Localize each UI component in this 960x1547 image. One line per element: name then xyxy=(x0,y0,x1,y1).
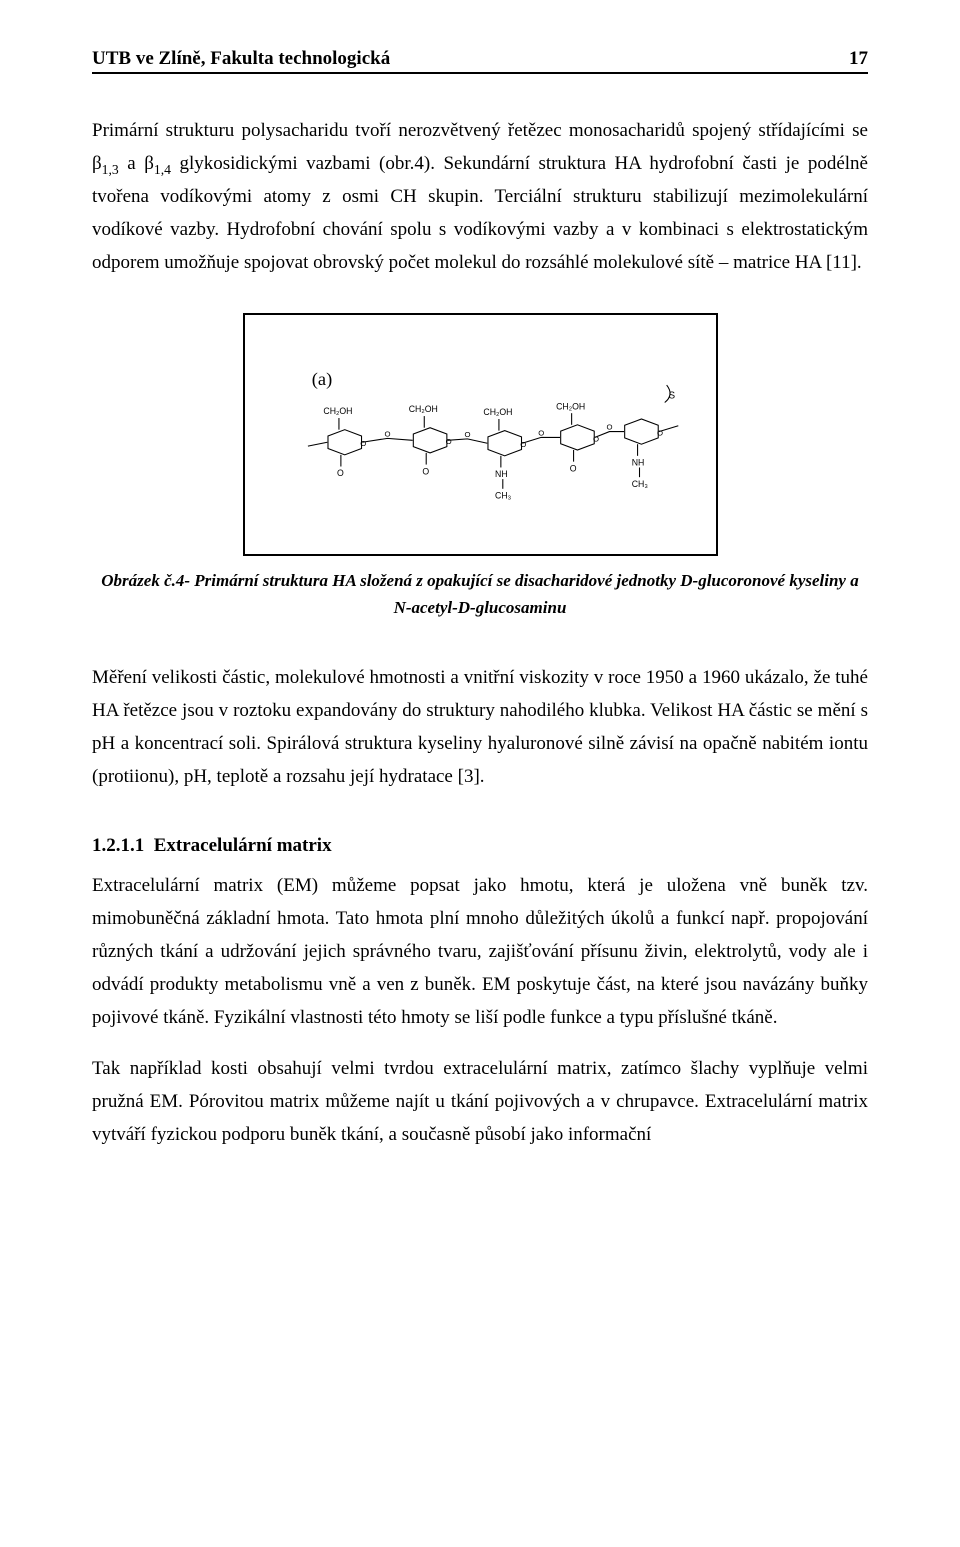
svg-text:O: O xyxy=(520,440,526,449)
paragraph-2: Měření velikosti částic, molekulové hmot… xyxy=(92,661,868,793)
p1-mid1: a β xyxy=(119,153,154,174)
svg-text:CH₂OH: CH₂OH xyxy=(323,406,352,416)
paragraph-4: Tak například kosti obsahují velmi tvrdo… xyxy=(92,1052,868,1151)
svg-text:CH₂OH: CH₂OH xyxy=(556,402,585,412)
svg-text:O: O xyxy=(360,439,366,448)
figure-container: (a) O CH₂OH O O CH₂OH O O O CH₂OH NH CH₃ O O CH₂OH O O O N… xyxy=(92,313,868,556)
svg-text:O: O xyxy=(656,429,662,438)
svg-text:NH: NH xyxy=(631,458,644,468)
svg-text:O: O xyxy=(445,437,451,446)
figure-frame: (a) O CH₂OH O O CH₂OH O O O CH₂OH NH CH₃ O O CH₂OH O O O N… xyxy=(243,313,718,556)
p1-suffix: glykosidickými vazbami (obr.4). Sekundár… xyxy=(92,153,868,273)
paragraph-1: Primární strukturu polysacharidu tvoří n… xyxy=(92,114,868,279)
svg-text:NH: NH xyxy=(495,469,508,479)
section-heading: 1.2.1.1 Extracelulární matrix xyxy=(92,835,868,857)
page-header: UTB ve Zlíně, Fakulta technologická 17 xyxy=(92,48,868,74)
svg-text:O: O xyxy=(464,430,470,439)
svg-text:CH₂OH: CH₂OH xyxy=(408,404,437,414)
page: UTB ve Zlíně, Fakulta technologická 17 P… xyxy=(0,0,960,1547)
svg-text:O: O xyxy=(606,423,612,432)
svg-text:O: O xyxy=(538,429,544,438)
p1-sub2: 1,4 xyxy=(154,162,171,177)
svg-text:(a): (a) xyxy=(311,369,331,390)
svg-text:O: O xyxy=(337,468,344,478)
svg-text:CH₃: CH₃ xyxy=(631,479,648,489)
svg-text:O: O xyxy=(384,430,390,439)
page-number: 17 xyxy=(849,48,868,70)
chemical-structure-diagram: (a) O CH₂OH O O CH₂OH O O O CH₂OH NH CH₃ O O CH₂OH O O O N… xyxy=(253,323,708,546)
figure-caption: Obrázek č.4- Primární struktura HA slože… xyxy=(92,568,868,621)
section-number: 1.2.1.1 xyxy=(92,835,144,856)
svg-text:CH₃: CH₃ xyxy=(495,491,512,501)
svg-text:O: O xyxy=(422,466,429,476)
header-title: UTB ve Zlíně, Fakulta technologická xyxy=(92,48,390,70)
svg-text:O: O xyxy=(569,464,576,474)
section-title: Extracelulární matrix xyxy=(154,835,332,856)
p1-sub1: 1,3 xyxy=(102,162,119,177)
paragraph-3: Extracelulární matrix (EM) můžeme popsat… xyxy=(92,869,868,1034)
svg-text:CH₂OH: CH₂OH xyxy=(483,407,512,417)
